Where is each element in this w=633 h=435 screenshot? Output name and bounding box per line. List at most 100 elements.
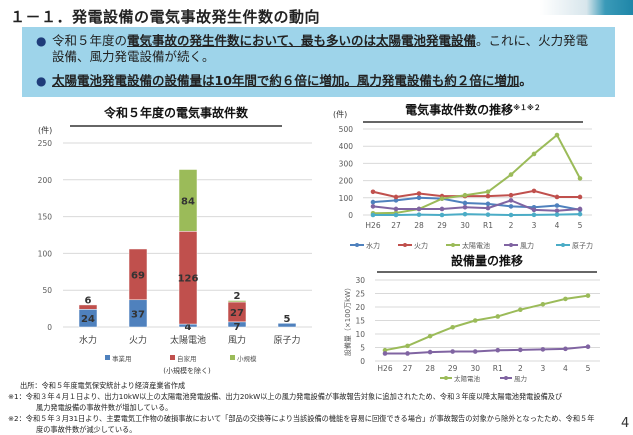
- data-point-太陽電池: [577, 176, 583, 181]
- x-tick-label: 4: [555, 221, 560, 230]
- legend-label: 風力: [520, 241, 534, 250]
- bar-data-label: 126: [178, 274, 199, 285]
- footer-note-1-cont: 風力発電設備の事故件数が増加している。: [36, 403, 173, 412]
- summary-bullet-2: ● 太陽電池発電設備の設備量は10年間で約６倍に増加。風力発電設備も約２倍に増加…: [36, 73, 592, 89]
- legend-label: 太陽電池: [462, 241, 490, 250]
- data-point-水力: [462, 200, 468, 206]
- footer-source: 出所：令和５年度電気保安統計より経済産業省作成: [20, 381, 186, 390]
- line-chart-capacity-trend: 0 5 10 15 20 25 30 設備量の推移 H26 27 28 29 30 R1 2 3 4 5 設備量（×…: [343, 253, 600, 383]
- y-tick-label: 50: [42, 286, 52, 295]
- data-point-風力: [462, 204, 468, 210]
- data-point-太陽電池: [485, 189, 491, 195]
- legend-note: (小規模を除く): [163, 366, 211, 375]
- x-category-label: 太陽電池: [170, 334, 206, 346]
- y-tick-label: 250: [38, 139, 53, 148]
- data-point-太陽電池: [585, 293, 591, 298]
- x-category-label: 水力: [79, 334, 97, 346]
- header-accent-bar: [540, 0, 633, 15]
- data-point-風力: [495, 347, 501, 353]
- bullet-icon: ●: [36, 34, 47, 48]
- series-line-火力: [372, 189, 580, 198]
- series-line-水力: [372, 196, 581, 211]
- data-point-風力: [472, 349, 478, 354]
- bar-segment-自家用: [128, 248, 148, 301]
- data-point-風力: [563, 346, 568, 352]
- data-point-原子力: [554, 212, 560, 217]
- data-point-太陽電池: [472, 318, 478, 323]
- data-point-風力: [554, 208, 560, 213]
- legend-label: 事業用: [112, 354, 132, 363]
- bar-data-label: 69: [131, 270, 145, 281]
- bar-data-label: 5: [284, 314, 291, 325]
- bullet-emphasis: 電気事故の発生件数において、最も多いのは太陽電池発電設備: [127, 33, 477, 48]
- data-point-太陽電池: [427, 333, 433, 339]
- y-tick-label: 25: [355, 290, 365, 299]
- y-axis-label: 設備量（×100万kW）: [343, 284, 352, 356]
- series-line-風力: [385, 345, 589, 355]
- data-point-風力: [405, 351, 410, 356]
- data-point-風力: [450, 349, 455, 354]
- data-point-原子力: [462, 211, 468, 217]
- y-tick-label: 100: [38, 249, 53, 258]
- legend-marker: [451, 243, 455, 247]
- data-point-風力: [585, 344, 591, 349]
- series-line-太陽電池: [384, 294, 589, 352]
- data-point-風力: [393, 206, 399, 212]
- legend-marker: [355, 243, 359, 247]
- data-point-水力: [370, 199, 376, 205]
- legend-swatch: [105, 355, 110, 360]
- legend-label: 太陽電池: [454, 374, 481, 383]
- data-point-火力: [393, 194, 399, 200]
- bullet-text: 。これに、火力発電設備、風力発電設備が続く。: [52, 33, 589, 64]
- bar-data-label: 37: [131, 309, 145, 320]
- x-tick-label: 29: [448, 364, 458, 373]
- data-point-原子力: [393, 212, 399, 218]
- series-line-原子力: [373, 213, 581, 217]
- data-point-太陽電池: [382, 347, 388, 353]
- y-tick-label: 200: [339, 177, 354, 186]
- data-point-水力: [416, 195, 422, 201]
- data-point-原子力: [439, 212, 445, 218]
- legend-label: 自家用: [177, 354, 197, 363]
- page-title: １－１．発電設備の電気事故発生件数の動向: [10, 8, 321, 26]
- x-tick-label: 3: [532, 221, 537, 230]
- y-axis-unit: (件): [38, 125, 52, 135]
- data-point-風力: [485, 205, 491, 211]
- data-point-水力: [485, 201, 491, 207]
- x-tick-label: H26: [365, 221, 380, 230]
- x-tick-label: 2: [509, 221, 514, 230]
- data-point-原子力: [577, 211, 583, 217]
- data-point-火力: [577, 194, 583, 200]
- data-point-火力: [416, 191, 422, 196]
- data-point-風力: [577, 206, 583, 212]
- x-tick-label: 5: [578, 221, 583, 230]
- legend-label: 火力: [414, 241, 428, 250]
- x-category-label: 原子力: [273, 334, 300, 346]
- footer-note-1: ※1：令和３年４月１日より、出力10kW以上の太陽電池発電設備、出力20kW以上…: [8, 392, 563, 401]
- legend-swatch: [230, 355, 235, 360]
- legend-label: 風力: [514, 374, 527, 383]
- x-tick-label: H26: [377, 364, 392, 373]
- y-tick-label: 500: [339, 125, 354, 134]
- legend-label: 小規模: [237, 354, 257, 363]
- series-line-風力: [372, 199, 581, 212]
- data-point-原子力: [531, 212, 537, 218]
- bar-chart-fy2023-accidents: 050100150200250令和５年度の電気事故件数(件)246水力3769火…: [38, 105, 312, 375]
- data-point-太陽電池: [554, 132, 560, 138]
- x-tick-label: 28: [425, 364, 435, 373]
- data-point-太陽電池: [495, 314, 501, 319]
- bar-data-label: 84: [181, 196, 195, 207]
- x-tick-label: 4: [563, 364, 568, 373]
- legend-marker: [444, 376, 448, 380]
- data-point-原子力: [370, 212, 376, 218]
- data-point-水力: [554, 203, 560, 208]
- x-tick-label: 30: [470, 364, 480, 373]
- x-tick-label: 30: [460, 221, 470, 230]
- x-tick-label: 29: [437, 221, 447, 230]
- bar-data-label: 4: [185, 322, 192, 333]
- bar-segment-事業用: [277, 323, 297, 328]
- data-point-原子力: [416, 212, 422, 217]
- data-point-火力: [531, 188, 537, 194]
- y-tick-label: 200: [38, 176, 53, 185]
- summary-box: ● 令和５年度の電気事故の発生件数において、最も多いのは太陽電池発電設備。これに…: [22, 27, 615, 97]
